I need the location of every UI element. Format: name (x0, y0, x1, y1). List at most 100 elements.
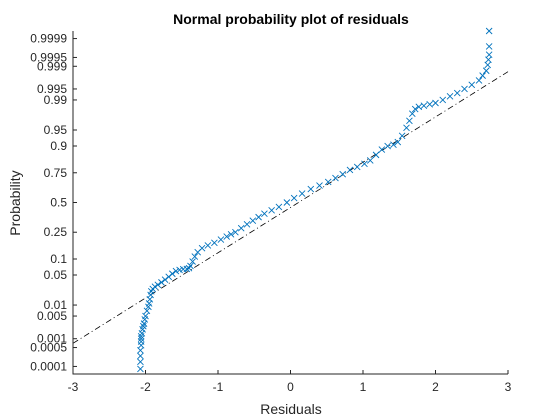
data-point (198, 244, 206, 252)
data-point (332, 174, 339, 182)
data-point (211, 239, 218, 247)
data-point (140, 322, 147, 330)
data-point (137, 358, 144, 366)
data-point (384, 142, 391, 150)
data-point (378, 146, 386, 153)
data-point (485, 51, 493, 59)
x-axis-label: Residuals (260, 401, 321, 417)
axes-background (73, 31, 508, 374)
data-point (366, 157, 374, 164)
y-axis-label: Probability (7, 170, 23, 235)
y-tick-label: 0.05 (44, 268, 68, 282)
y-tick-label: 0.0005 (30, 341, 67, 355)
data-point (307, 185, 315, 193)
data-point (411, 105, 419, 113)
data-point (142, 312, 149, 320)
data-point (237, 224, 245, 232)
x-tick-label: -1 (213, 380, 224, 394)
y-tick-label: 0.0001 (30, 359, 67, 373)
data-point (232, 228, 239, 236)
data-point (143, 307, 151, 315)
data-point (406, 117, 413, 125)
data-point (290, 194, 298, 202)
data-point (137, 338, 145, 345)
x-tick-label: -3 (68, 380, 79, 394)
y-tick-label: 0.75 (44, 166, 68, 180)
data-point (243, 221, 251, 228)
y-tick-label: 0.5 (50, 196, 67, 210)
x-tick-label: 2 (432, 380, 439, 394)
chart-title: Normal probability plot of residuals (173, 11, 409, 27)
data-point (420, 102, 428, 109)
data-point (183, 265, 191, 273)
data-point (394, 138, 402, 146)
data-point (151, 283, 159, 291)
data-point (137, 335, 145, 343)
data-point (485, 27, 493, 35)
data-point (261, 210, 268, 217)
data-point (426, 101, 434, 108)
reference-line (72, 71, 509, 344)
data-point (453, 89, 461, 97)
data-point (475, 77, 483, 84)
data-point (353, 163, 361, 171)
data-point (390, 141, 397, 149)
data-point (479, 72, 486, 79)
data-point (339, 170, 347, 178)
data-point (154, 281, 162, 289)
x-axis: -3 -2 -1 0 1 2 3 (68, 370, 512, 394)
data-point (249, 217, 257, 225)
data-point (298, 190, 306, 197)
y-tick-label: 0.01 (44, 298, 68, 312)
data-point (169, 270, 176, 278)
data-point (138, 330, 146, 337)
data-point (191, 253, 199, 260)
data-point (415, 103, 423, 111)
data-point (227, 231, 235, 238)
data-point (161, 276, 169, 283)
y-tick-label: 0.95 (44, 123, 68, 137)
data-point (398, 132, 406, 140)
data-point (275, 203, 283, 211)
data-point (187, 262, 194, 270)
y-tick-label: 0.9 (50, 139, 67, 153)
y-tick-label: 0.001 (37, 332, 67, 346)
y-tick-label: 0.9999 (30, 32, 67, 46)
data-point (217, 236, 225, 243)
y-tick-label: 0.995 (37, 82, 67, 96)
x-tick-label: 1 (360, 380, 367, 394)
data-point (408, 110, 416, 118)
y-tick-label: 0.9995 (30, 50, 67, 64)
y-tick-label: 0.999 (37, 59, 67, 73)
y-tick-label: 0.99 (44, 93, 68, 107)
data-point (361, 160, 368, 168)
data-point (223, 233, 231, 240)
data-point (137, 352, 144, 360)
data-point (324, 178, 332, 186)
data-point (482, 67, 490, 75)
data-point (485, 43, 493, 50)
data-point (204, 242, 212, 249)
data-point (372, 151, 380, 159)
y-tick-label: 0.25 (44, 225, 68, 239)
data-point (461, 85, 468, 93)
data-point (468, 81, 476, 89)
y-tick-label: 0.1 (50, 252, 67, 266)
data-point (137, 365, 144, 373)
plot-area: -3 -2 -1 0 1 2 3 0.00010.00050.0010.0050.010.0… (30, 27, 512, 394)
data-point (403, 124, 410, 132)
data-point (255, 213, 262, 221)
data-point (316, 182, 323, 189)
x-tick-label: 0 (287, 380, 294, 394)
data-point (268, 206, 275, 214)
data-point (446, 92, 454, 100)
data-point (189, 258, 196, 265)
data-point (158, 279, 165, 286)
y-tick-label: 0.005 (37, 309, 67, 323)
data-point (439, 96, 447, 104)
data-point (283, 199, 291, 206)
x-tick-label: -2 (140, 380, 151, 394)
data-point (346, 166, 354, 174)
